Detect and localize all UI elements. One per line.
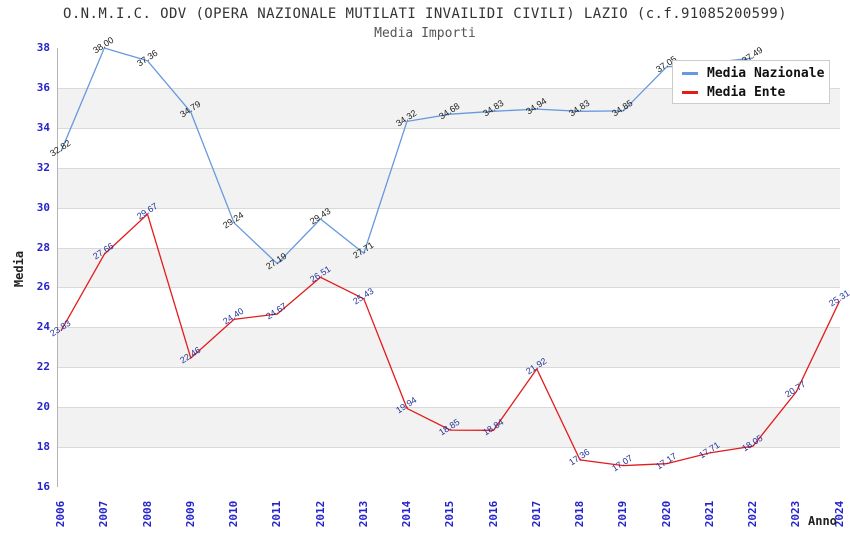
y-tick-label: 26 xyxy=(36,280,50,294)
plot-band xyxy=(58,367,840,408)
y-tick-label: 22 xyxy=(36,360,50,374)
gridline xyxy=(58,168,840,169)
legend-label-media-nazionale: Media Nazionale xyxy=(707,66,825,81)
x-tick-label: 2009 xyxy=(183,500,197,528)
plot-band xyxy=(58,327,840,368)
plot-band xyxy=(58,127,840,168)
chart-title: O.N.M.I.C. ODV (OPERA NAZIONALE MUTILATI… xyxy=(63,6,787,22)
plot-band xyxy=(58,247,840,288)
legend: Media Nazionale Media Ente xyxy=(672,60,830,104)
gridline xyxy=(58,367,840,368)
series-line-media-nazionale xyxy=(60,47,754,265)
x-tick-label: 2020 xyxy=(659,500,673,528)
x-tick-label: 2006 xyxy=(54,500,67,528)
series-line-media-ente xyxy=(60,213,841,467)
plot-band xyxy=(58,287,840,328)
y-tick-label: 16 xyxy=(36,480,50,493)
y-tick-label: 18 xyxy=(36,440,50,454)
x-axis-title: Anno xyxy=(808,514,837,528)
x-tick-label: 2021 xyxy=(702,500,716,528)
gridline xyxy=(58,88,840,89)
x-tick-label: 2022 xyxy=(746,500,759,528)
plot-band xyxy=(58,447,840,487)
plot-band xyxy=(58,407,840,448)
legend-label-media-ente: Media Ente xyxy=(707,85,786,100)
x-tick-label: 2019 xyxy=(616,500,630,528)
y-tick-label: 30 xyxy=(36,200,50,214)
gridline xyxy=(58,287,840,288)
x-tick-label: 2023 xyxy=(789,500,803,528)
gridline xyxy=(58,407,840,408)
media-nazionale-line-swatch xyxy=(682,72,698,75)
y-axis-title: Media xyxy=(12,250,26,288)
chart-subtitle: Media Importi xyxy=(374,26,476,41)
plot-band xyxy=(58,207,840,248)
x-tick-label: 2016 xyxy=(486,500,500,528)
y-tick-label: 36 xyxy=(36,80,50,94)
gridline xyxy=(58,128,840,129)
legend-item-media-ente: Media Ente xyxy=(673,83,829,102)
x-tick-label: 2007 xyxy=(97,500,111,528)
y-tick-label: 34 xyxy=(36,120,50,134)
y-tick-label: 38 xyxy=(36,41,50,54)
plot-band xyxy=(58,167,840,208)
x-tick-label: 2018 xyxy=(573,500,586,528)
y-tick-label: 32 xyxy=(36,160,50,174)
x-tick-label: 2008 xyxy=(140,500,154,528)
gridline xyxy=(58,447,840,448)
media-ente-line-swatch xyxy=(682,91,698,94)
y-tick-label: 24 xyxy=(36,320,50,334)
x-tick-label: 2015 xyxy=(443,500,457,528)
gridline xyxy=(58,248,840,249)
gridline xyxy=(58,208,840,209)
x-tick-label: 2010 xyxy=(227,500,240,528)
x-tick-label: 2013 xyxy=(356,500,370,528)
y-tick-label: 28 xyxy=(36,240,50,254)
legend-item-media-nazionale: Media Nazionale xyxy=(673,64,829,83)
x-tick-label: 2017 xyxy=(529,500,543,528)
gridline xyxy=(58,327,840,328)
y-tick-label: 20 xyxy=(36,400,50,414)
x-tick-label: 2012 xyxy=(313,500,327,528)
x-tick-label: 2011 xyxy=(270,500,284,528)
x-tick-label: 2014 xyxy=(400,500,413,528)
